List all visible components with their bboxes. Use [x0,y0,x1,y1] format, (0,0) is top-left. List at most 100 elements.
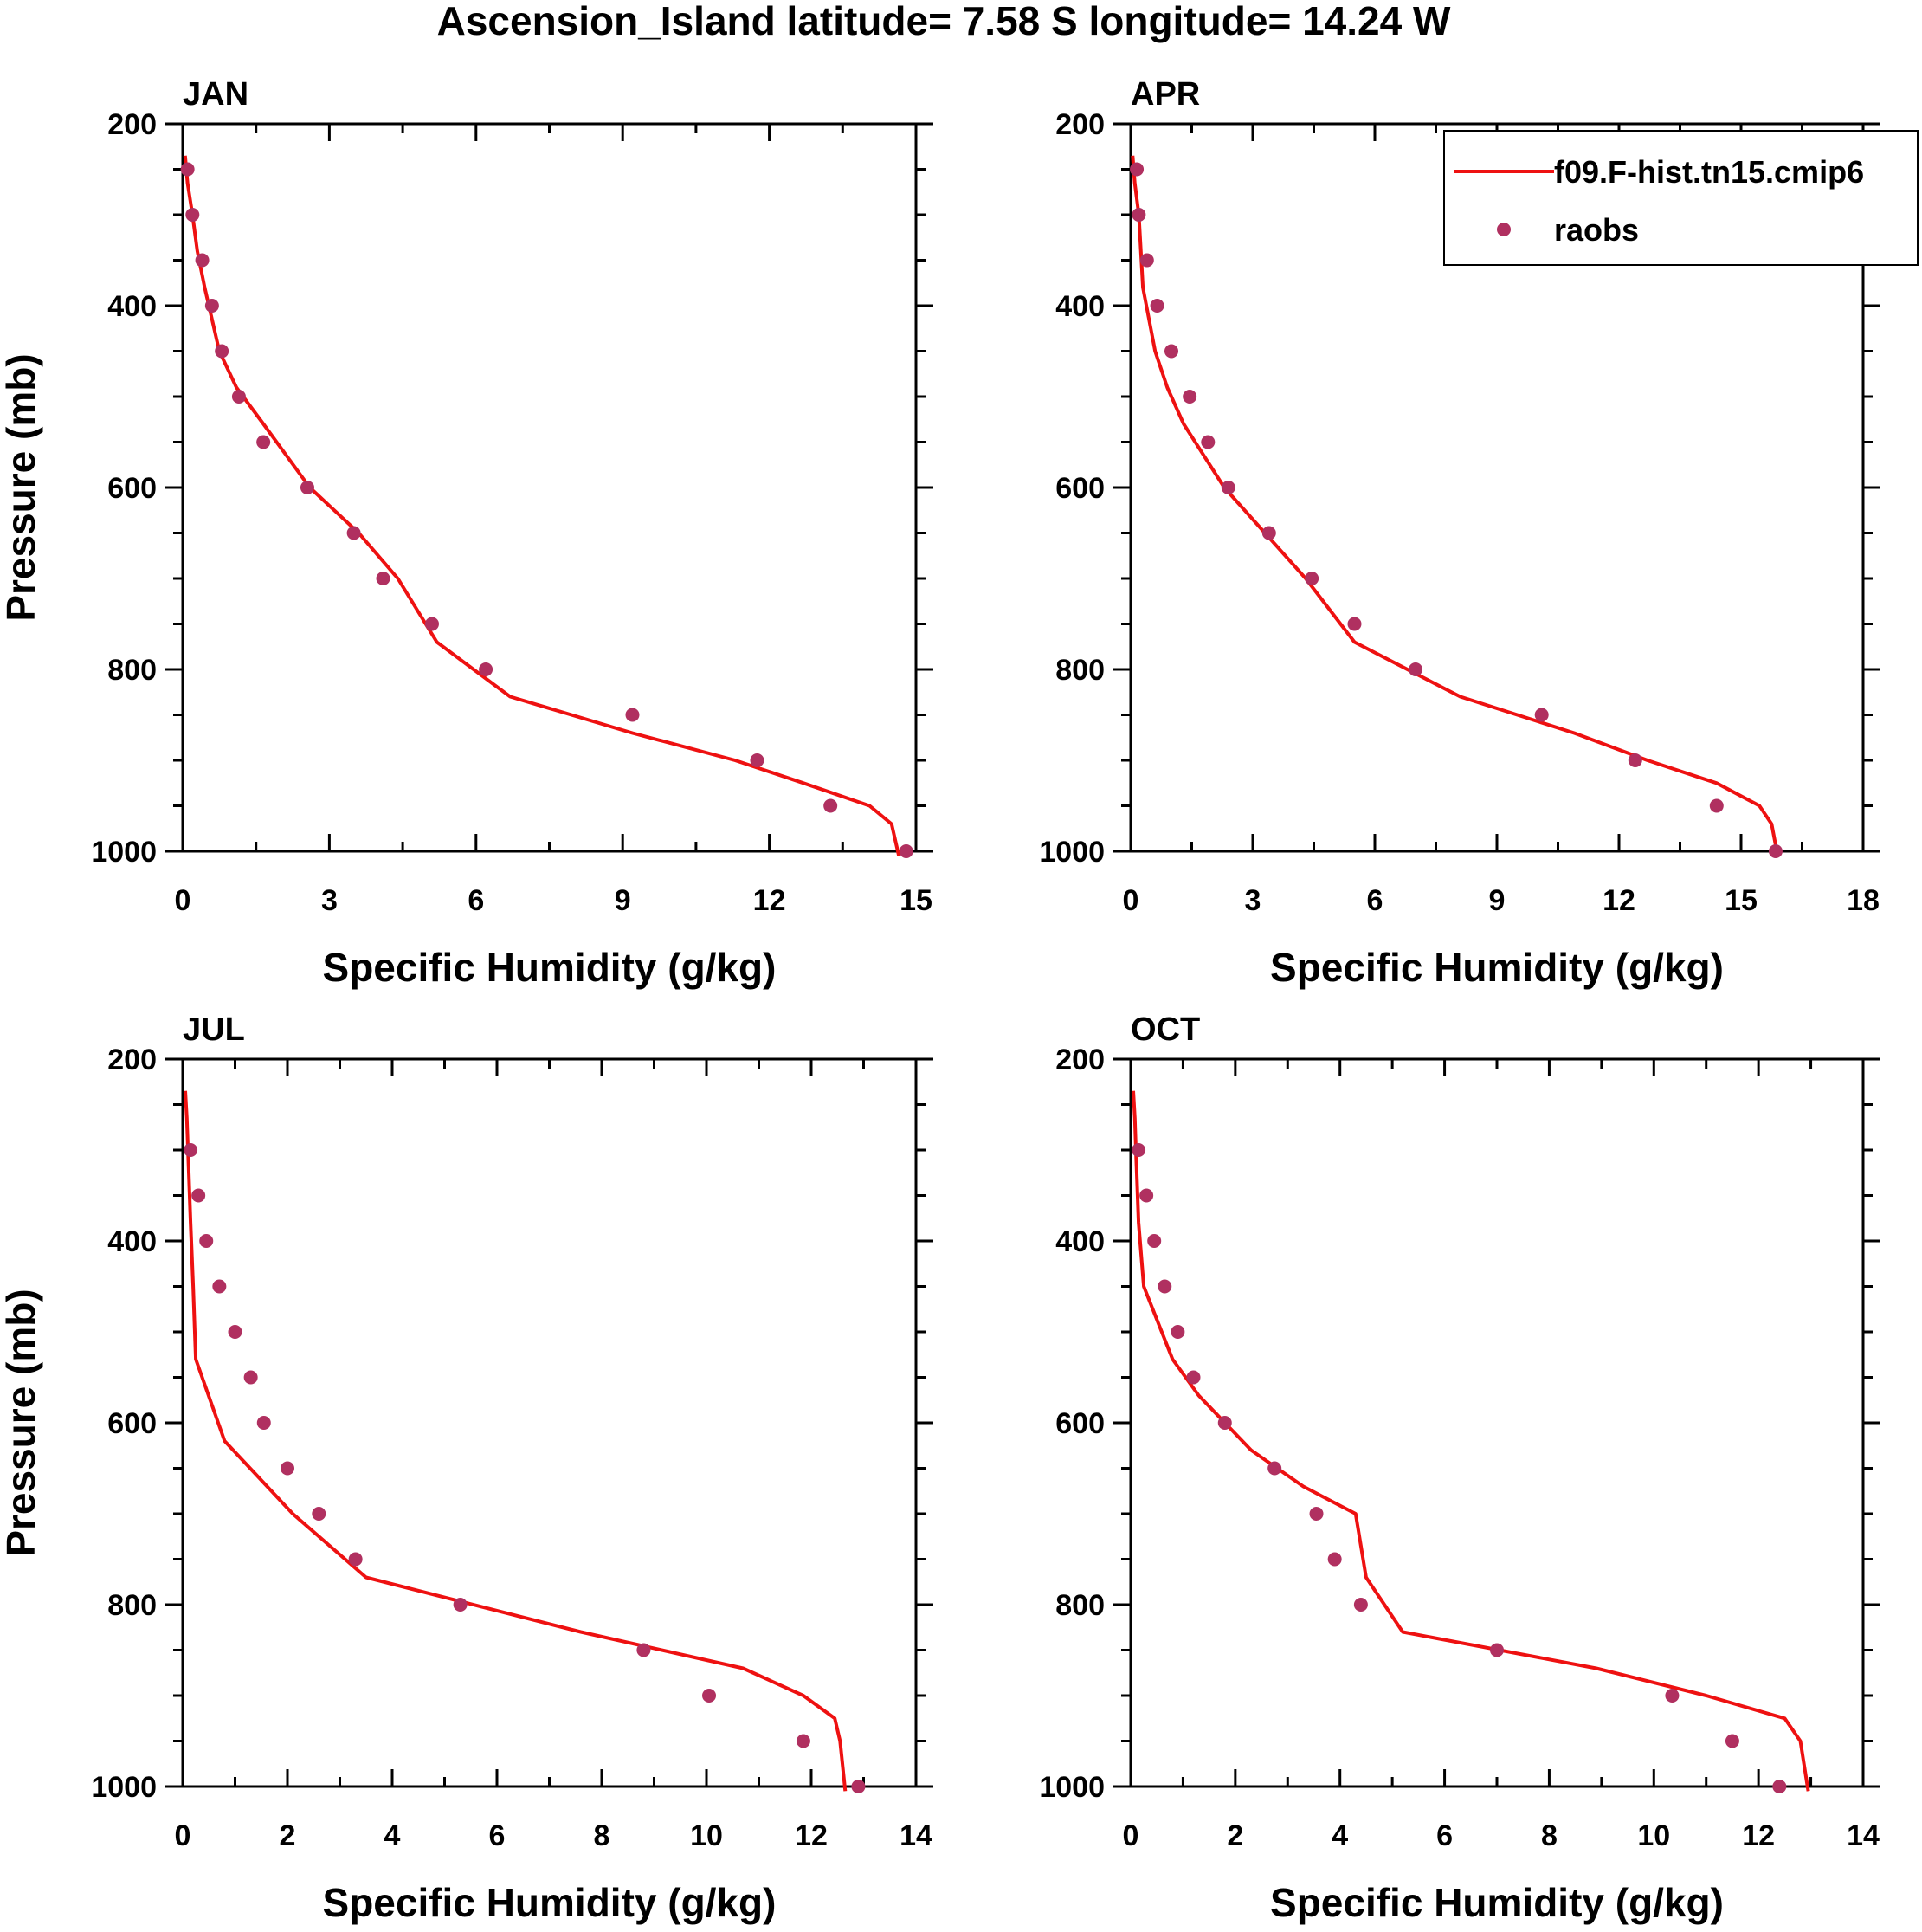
raobs-point [899,844,913,858]
x-tick-label: 0 [1123,884,1139,917]
raobs-point [1267,1461,1282,1476]
x-tick-label: 4 [1332,1819,1348,1852]
raobs-point [1186,1370,1201,1385]
raobs-point [346,526,361,540]
model-series-line [183,155,901,856]
y-tick-label: 200 [107,1044,157,1076]
raobs-point [191,1188,206,1203]
plot-frame [181,122,918,853]
panel-oct: OCT 0 2 4 6 8 10 12 14 200 400 600 800 1000 Specific H… [1039,1011,1880,1925]
x-tick-label: 10 [690,1819,723,1852]
model-series-line [1132,1090,1810,1792]
y-tick-label: 1000 [1039,1771,1105,1804]
panel-label: APR [1131,76,1200,113]
raobs-point [312,1507,326,1521]
x-axis-label: Specific Humidity (g/kg) [1270,1880,1724,1925]
y-tick-label: 600 [1055,1407,1105,1440]
y-tick-label: 1000 [91,836,157,869]
raobs-point [1665,1689,1680,1703]
raobs-point [184,1143,198,1157]
y-tick-label: 400 [107,1225,157,1258]
raobs-point [424,617,439,631]
raobs-point [1221,481,1235,494]
x-tick-label: 15 [900,884,932,917]
x-tick-label: 6 [489,1819,506,1852]
x-tick-label: 12 [1742,1819,1775,1852]
raobs-point [1309,1507,1324,1521]
x-tick-label: 3 [321,884,338,917]
raobs-point [1409,662,1422,676]
raobs-point [750,753,764,767]
raobs-point [1490,1643,1504,1657]
y-tick-label: 800 [107,1589,157,1622]
raobs-point [1132,208,1146,222]
raobs-point [1158,1279,1172,1294]
raobs-point [1183,390,1197,404]
x-tick-label: 4 [384,1819,401,1852]
raobs-point [348,1552,363,1567]
y-tick-label: 200 [107,108,157,141]
x-tick-label: 6 [1436,1819,1453,1852]
raobs-point [195,253,210,268]
raobs-point [243,1370,258,1385]
x-tick-label: 14 [900,1819,932,1852]
raobs-point [1628,753,1642,767]
x-tick-label: 8 [1541,1819,1558,1852]
legend-model-label: f09.F-hist.tn15.cmip6 [1554,154,1864,190]
panel-jul: JUL 0 2 4 6 8 10 12 14 200 400 600 800 1000 Specific H… [0,1011,933,1925]
raobs-point [204,299,219,313]
raobs-point [851,1780,866,1793]
figure-title: Ascension_Island latitude= 7.58 S longit… [437,0,1451,43]
y-tick-label: 200 [1055,108,1105,141]
legend-box [1443,130,1919,266]
legend: f09.F-hist.tn15.cmip6 raobs [1443,130,1919,266]
raobs-point [376,572,390,585]
y-tick-label: 200 [1055,1044,1105,1076]
raobs-point [1353,1598,1368,1612]
x-tick-label: 3 [1245,884,1261,917]
y-tick-label: 400 [107,290,157,323]
model-series-line [184,1090,848,1792]
plot-frame [181,1057,918,1788]
x-tick-label: 0 [1123,1819,1139,1852]
raobs-point [1725,1734,1739,1748]
raobs-point [1534,708,1549,722]
raobs-point [256,435,271,449]
raobs-point [1772,1780,1787,1793]
x-tick-label: 9 [615,884,631,917]
raobs-point [300,481,314,494]
x-tick-label: 12 [1603,884,1635,917]
x-tick-label: 2 [280,1819,296,1852]
raobs-point [231,390,246,404]
raobs-point [1201,435,1216,449]
x-axis-label: Specific Humidity (g/kg) [1270,945,1724,990]
y-tick-label: 400 [1055,290,1105,323]
y-tick-label: 1000 [1039,836,1105,869]
raobs-point [1164,344,1178,359]
raobs-point [256,1416,271,1430]
y-tick-label: 400 [1055,1225,1105,1258]
x-tick-label: 9 [1489,884,1506,917]
y-tick-label: 800 [1055,1589,1105,1622]
x-axis-label: Specific Humidity (g/kg) [323,1880,777,1925]
x-tick-label: 2 [1227,1819,1243,1852]
raobs-point [1261,526,1276,540]
raobs-point [215,344,229,359]
panel-jan: JAN 0 3 6 9 12 15 200 400 600 800 1000 Specific Humi… [0,76,933,990]
legend-obs-label: raobs [1554,212,1639,248]
raobs-point [1171,1325,1185,1339]
x-tick-label: 12 [753,884,786,917]
raobs-point [796,1734,810,1748]
panel-label: JUL [183,1011,245,1048]
raobs-point [1147,1234,1162,1248]
raobs-point [479,662,493,676]
y-tick-label: 600 [107,472,157,505]
x-axis-label: Specific Humidity (g/kg) [323,945,777,990]
raobs-point [1768,844,1783,858]
y-tick-label: 600 [107,1407,157,1440]
panel-label: OCT [1131,1011,1200,1048]
y-axis-label: Pressure (mb) [0,353,43,621]
raobs-point [823,798,838,813]
raobs-point [636,1643,651,1657]
raobs-point [1217,1416,1232,1430]
